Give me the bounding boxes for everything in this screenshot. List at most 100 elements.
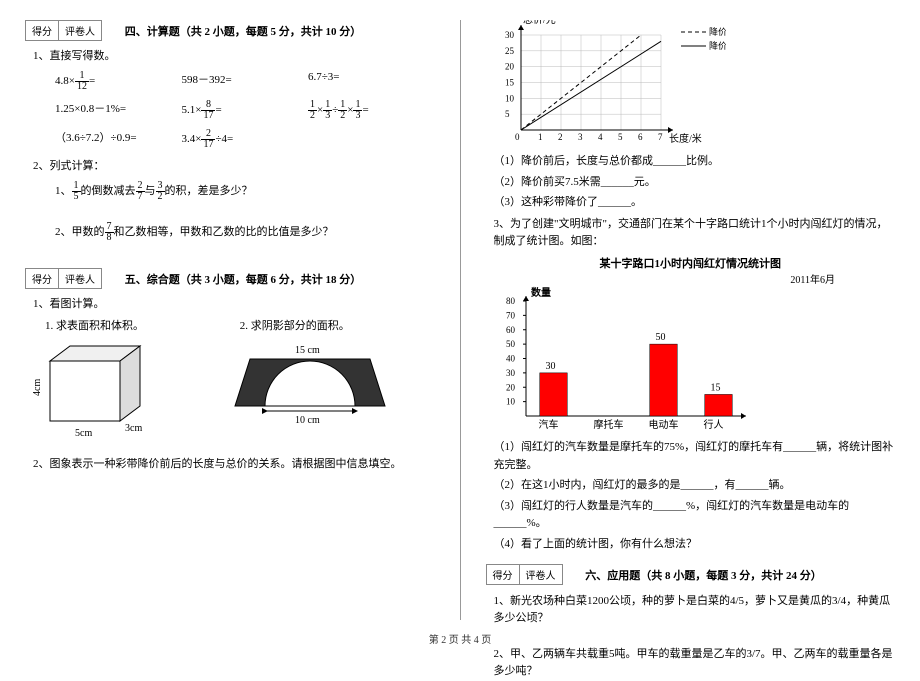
frac-num: 8 — [201, 100, 215, 111]
svg-text:80: 80 — [506, 296, 516, 306]
frac-den: 8 — [105, 233, 114, 243]
q-text: 的倒数减去 — [81, 185, 136, 197]
svg-text:60: 60 — [506, 325, 516, 335]
page-footer: 第 2 页 共 4 页 — [0, 631, 920, 646]
svg-text:25: 25 — [505, 46, 515, 56]
frac-den: 12 — [75, 82, 89, 92]
frac-den: 2 — [156, 192, 165, 202]
section-4-title: 四、计算题（共 2 小题，每题 5 分，共计 10 分） — [125, 23, 362, 39]
line-chart-wrapper: 1234567510152025300总价/元长度/米降价前降价后 — [486, 20, 896, 150]
frac-den: 7 — [136, 192, 145, 202]
frac-den: 2 — [338, 111, 347, 121]
q5-1-1: 1. 求表面积和体积。 — [45, 317, 240, 333]
svg-text:10: 10 — [505, 93, 515, 103]
score-label: 得分 — [26, 21, 59, 40]
score-box: 得分 评卷人 — [25, 20, 102, 41]
svg-text:汽车: 汽车 — [538, 418, 558, 431]
grader-label: 评卷人 — [59, 269, 101, 288]
eq-text: = — [362, 104, 368, 116]
box-figure: 4cm 3cm 5cm — [25, 341, 230, 441]
score-label: 得分 — [26, 269, 59, 288]
svg-text:行人: 行人 — [703, 418, 723, 431]
eq-1c: 6.7÷3= — [308, 71, 435, 92]
eq-2b: 5.1×817= — [182, 100, 309, 121]
cuboid-svg: 4cm 3cm 5cm — [25, 341, 155, 441]
q5-2: 2、图象表示一种彩带降价前后的长度与总价的关系。请根据图中信息填空。 — [33, 456, 435, 474]
section-5-title: 五、综合题（共 3 小题，每题 6 分，共计 18 分） — [125, 271, 362, 287]
svg-text:6: 6 — [638, 132, 643, 142]
q5-1-subparts: 1. 求表面积和体积。 2. 求阴影部分的面积。 — [45, 317, 435, 333]
score-box: 得分 评卷人 — [25, 268, 102, 289]
left-column: 得分 评卷人 四、计算题（共 2 小题，每题 5 分，共计 10 分） 1、直接… — [25, 20, 435, 620]
svg-text:3: 3 — [578, 132, 583, 142]
svg-text:50: 50 — [655, 332, 665, 343]
eq-text: = — [215, 104, 221, 116]
svg-text:15: 15 — [710, 382, 720, 393]
chart2-date: 2011年6月 — [486, 271, 896, 286]
eq-1b: 598－392= — [182, 71, 309, 92]
eq-3b: 3.4×217÷4= — [182, 129, 309, 150]
svg-text:总价/元: 总价/元 — [523, 20, 556, 26]
eq-text: 5.1× — [182, 104, 202, 116]
eq-text: = — [89, 75, 95, 87]
c1-q2: （2）降价前买7.5米需______元。 — [494, 174, 896, 192]
box-height: 4cm — [32, 378, 43, 395]
eq-row-2: 1.25×0.8－1%= 5.1×817= 12×13÷12×13= — [55, 100, 435, 121]
svg-text:2: 2 — [558, 132, 563, 142]
figures-row: 4cm 3cm 5cm 15 cm 10 cm — [25, 341, 435, 441]
svg-text:30: 30 — [506, 368, 516, 378]
right-column: 1234567510152025300总价/元长度/米降价前降价后 （1）降价前… — [486, 20, 896, 620]
q5-1-2: 2. 求阴影部分的面积。 — [240, 317, 435, 333]
q3-head: 3、为了创建"文明城市"，交通部门在某个十字路口统计1个小时内闯红灯的情况，制成… — [494, 216, 896, 251]
svg-text:数量: 数量 — [531, 286, 551, 299]
frac-den: 5 — [72, 192, 81, 202]
svg-text:降价前: 降价前 — [709, 26, 726, 37]
svg-text:4: 4 — [598, 132, 603, 142]
c1-q3: （3）这种彩带降价了______。 — [494, 194, 896, 212]
c2-q1: （1）闯红灯的汽车数量是摩托车的75%，闯红灯的摩托车有______辆，将统计图… — [494, 439, 896, 474]
svg-text:40: 40 — [506, 353, 516, 363]
svg-text:10: 10 — [506, 397, 516, 407]
q-text: 1、 — [55, 185, 72, 197]
eq-2a: 1.25×0.8－1%= — [55, 100, 182, 121]
chart2-title: 某十字路口1小时内闯红灯情况统计图 — [486, 255, 896, 271]
eq-text: ÷4= — [215, 133, 233, 145]
q-text: 的积，差是多少？ — [165, 185, 253, 197]
svg-text:15: 15 — [505, 78, 515, 88]
section-5-header: 得分 评卷人 五、综合题（共 3 小题，每题 6 分，共计 18 分） — [25, 268, 435, 293]
c2-q3: （3）闯红灯的行人数量是汽车的______%，闯红灯的汽车数量是电动车的____… — [494, 498, 896, 533]
frac-den: 17 — [201, 140, 215, 150]
frac-num: 1 — [323, 100, 332, 111]
q1-head: 1、直接写得数。 — [33, 48, 435, 66]
eq-1a: 4.8×112= — [55, 71, 182, 92]
q5-1-head: 1、看图计算。 — [33, 296, 435, 314]
bar-chart-wrapper: 数量102030405060708030汽车摩托车50电动车15行人 — [486, 286, 896, 436]
frac-num: 2 — [201, 129, 215, 140]
svg-text:20: 20 — [506, 382, 516, 392]
line-chart: 1234567510152025300总价/元长度/米降价前降价后 — [486, 20, 726, 150]
frac-den: 2 — [308, 111, 317, 121]
arch-figure: 15 cm 10 cm — [230, 341, 435, 441]
q-text: 和乙数相等，甲数和乙数的比的比值是多少？ — [114, 226, 334, 238]
box-width: 5cm — [75, 428, 92, 439]
section-6-title: 六、应用题（共 8 小题，每题 3 分，共计 24 分） — [585, 567, 822, 583]
box-depth: 3cm — [125, 423, 142, 434]
frac-num: 1 — [308, 100, 317, 111]
svg-text:30: 30 — [545, 361, 555, 372]
eq-row-1: 4.8×112= 598－392= 6.7÷3= — [55, 71, 435, 92]
q6-1: 1、新光农场种白菜1200公顷，种的萝卜是白菜的4/5，萝卜又是黄瓜的3/4，种… — [494, 593, 896, 628]
q-text: 2、甲数的 — [55, 226, 105, 238]
arch-bot: 10 cm — [295, 415, 320, 426]
eq-text: 3.4× — [182, 133, 202, 145]
c1-q1: （1）降价前后，长度与总价都成______比例。 — [494, 153, 896, 171]
c2-q2: （2）在这1小时内，闯红灯的最多的是______，有______辆。 — [494, 477, 896, 495]
svg-text:降价后: 降价后 — [709, 40, 726, 51]
svg-text:电动车: 电动车 — [648, 418, 678, 431]
eq-text: 4.8× — [55, 75, 75, 87]
svg-text:0: 0 — [515, 132, 520, 142]
q2-head: 2、列式计算： — [33, 158, 435, 176]
eq-row-3: （3.6÷7.2）÷0.9= 3.4×217÷4= — [55, 129, 435, 150]
eq-3a: （3.6÷7.2）÷0.9= — [55, 129, 182, 150]
svg-text:1: 1 — [538, 132, 543, 142]
arch-top: 15 cm — [295, 345, 320, 356]
